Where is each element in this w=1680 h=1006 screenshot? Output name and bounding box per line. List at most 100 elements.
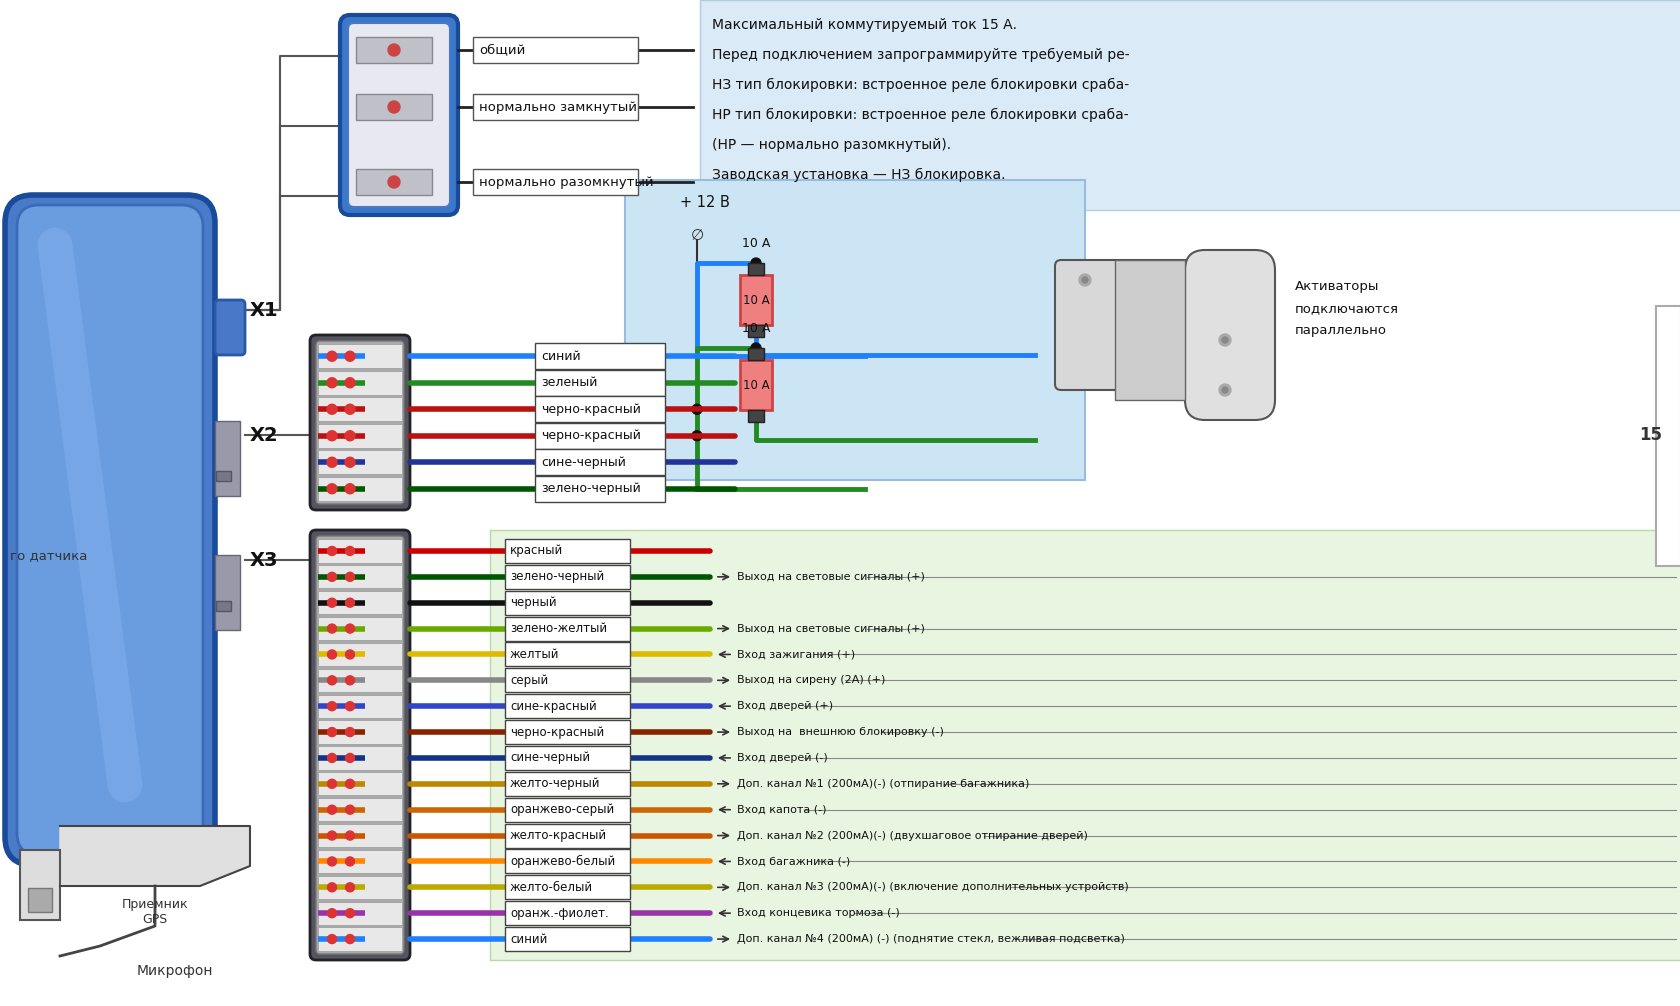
- Circle shape: [346, 857, 354, 866]
- Bar: [534, 370, 665, 395]
- Circle shape: [346, 831, 354, 840]
- Text: общий: общий: [479, 43, 526, 56]
- Circle shape: [388, 44, 400, 56]
- Bar: [318, 424, 402, 448]
- Text: НЗ тип блокировки: встроенное реле блокировки сраба-: НЗ тип блокировки: встроенное реле блоки…: [712, 78, 1129, 93]
- Circle shape: [328, 377, 336, 387]
- Circle shape: [692, 431, 702, 441]
- Bar: [534, 450, 665, 475]
- Bar: [739, 275, 771, 325]
- Text: Вход капота (-): Вход капота (-): [736, 805, 827, 815]
- Circle shape: [328, 599, 336, 608]
- FancyBboxPatch shape: [17, 205, 203, 855]
- Bar: [472, 94, 638, 120]
- Text: (НР — нормально разомкнутый).: (НР — нормально разомкнутый).: [712, 138, 951, 152]
- Bar: [625, 180, 1084, 480]
- Bar: [318, 451, 402, 474]
- Circle shape: [346, 676, 354, 685]
- Circle shape: [328, 572, 336, 581]
- FancyBboxPatch shape: [339, 15, 457, 215]
- Text: желто-белый: желто-белый: [509, 881, 593, 893]
- Text: зелено-черный: зелено-черный: [541, 482, 640, 495]
- Circle shape: [328, 908, 336, 917]
- Polygon shape: [60, 826, 250, 886]
- Circle shape: [328, 935, 336, 944]
- Circle shape: [328, 883, 336, 891]
- Circle shape: [1218, 334, 1230, 346]
- Circle shape: [346, 727, 354, 736]
- Text: X1: X1: [250, 301, 279, 320]
- Text: черно-красный: черно-красный: [541, 402, 640, 415]
- Bar: [534, 343, 665, 369]
- Text: X3: X3: [250, 550, 279, 569]
- Circle shape: [751, 258, 761, 268]
- Text: желто-черный: желто-черный: [509, 778, 600, 791]
- Bar: [318, 617, 402, 640]
- Circle shape: [328, 404, 336, 414]
- Bar: [504, 668, 630, 692]
- Bar: [504, 617, 630, 641]
- Bar: [318, 773, 402, 796]
- Bar: [318, 746, 402, 770]
- Bar: [748, 348, 763, 360]
- Text: Приемник
GPS: Приемник GPS: [121, 898, 188, 926]
- Circle shape: [328, 624, 336, 633]
- Bar: [472, 37, 638, 63]
- Text: Доп. канал №3 (200мА)(-) (включение дополнительных устройств): Доп. канал №3 (200мА)(-) (включение допо…: [736, 882, 1127, 892]
- Circle shape: [328, 484, 336, 494]
- FancyBboxPatch shape: [1055, 260, 1194, 390]
- Circle shape: [388, 101, 400, 113]
- Circle shape: [346, 883, 354, 891]
- FancyBboxPatch shape: [215, 300, 245, 355]
- Circle shape: [346, 650, 354, 659]
- Bar: [318, 344, 402, 368]
- Text: оранжево-белый: оранжево-белый: [509, 855, 615, 868]
- Text: зелено-черный: зелено-черный: [509, 570, 603, 583]
- Text: 10 А: 10 А: [743, 294, 769, 307]
- Text: синий: синий: [509, 933, 548, 946]
- Bar: [318, 694, 402, 718]
- Bar: [215, 555, 240, 630]
- Bar: [1655, 306, 1680, 566]
- Text: Вход зажигания (+): Вход зажигания (+): [736, 650, 855, 660]
- FancyBboxPatch shape: [348, 23, 450, 207]
- Bar: [504, 772, 630, 796]
- Text: синий: синий: [541, 350, 580, 363]
- Circle shape: [328, 831, 336, 840]
- Circle shape: [1218, 384, 1230, 396]
- Text: зеленый: зеленый: [541, 376, 596, 389]
- Text: 10 А: 10 А: [741, 322, 769, 335]
- Text: Активаторы: Активаторы: [1294, 280, 1379, 293]
- Bar: [504, 875, 630, 899]
- Text: го датчика: го датчика: [10, 549, 87, 562]
- Bar: [318, 565, 402, 589]
- Bar: [504, 564, 630, 589]
- Bar: [504, 901, 630, 926]
- Circle shape: [344, 351, 354, 361]
- Text: сине-черный: сине-черный: [509, 751, 590, 765]
- Bar: [318, 850, 402, 873]
- Text: нормально замкнутый: нормально замкнутый: [479, 101, 637, 114]
- Text: Доп. канал №4 (200мА) (-) (поднятие стекл, вежливая подсветка): Доп. канал №4 (200мА) (-) (поднятие стек…: [736, 934, 1124, 944]
- Bar: [534, 396, 665, 423]
- Circle shape: [1082, 277, 1087, 283]
- Circle shape: [328, 458, 336, 467]
- FancyBboxPatch shape: [316, 341, 403, 504]
- Bar: [534, 476, 665, 502]
- Text: 10 А: 10 А: [743, 378, 769, 391]
- Circle shape: [344, 377, 354, 387]
- Bar: [739, 360, 771, 410]
- Text: Вход дверей (+): Вход дверей (+): [736, 701, 833, 711]
- Circle shape: [346, 624, 354, 633]
- Bar: [748, 325, 763, 337]
- Circle shape: [346, 935, 354, 944]
- Circle shape: [346, 572, 354, 581]
- Circle shape: [1079, 274, 1090, 286]
- Text: + 12 В: + 12 В: [680, 195, 729, 210]
- Bar: [318, 397, 402, 422]
- Bar: [356, 169, 432, 195]
- Bar: [318, 592, 402, 615]
- Circle shape: [751, 343, 761, 353]
- Bar: [1114, 260, 1184, 400]
- FancyBboxPatch shape: [309, 530, 410, 960]
